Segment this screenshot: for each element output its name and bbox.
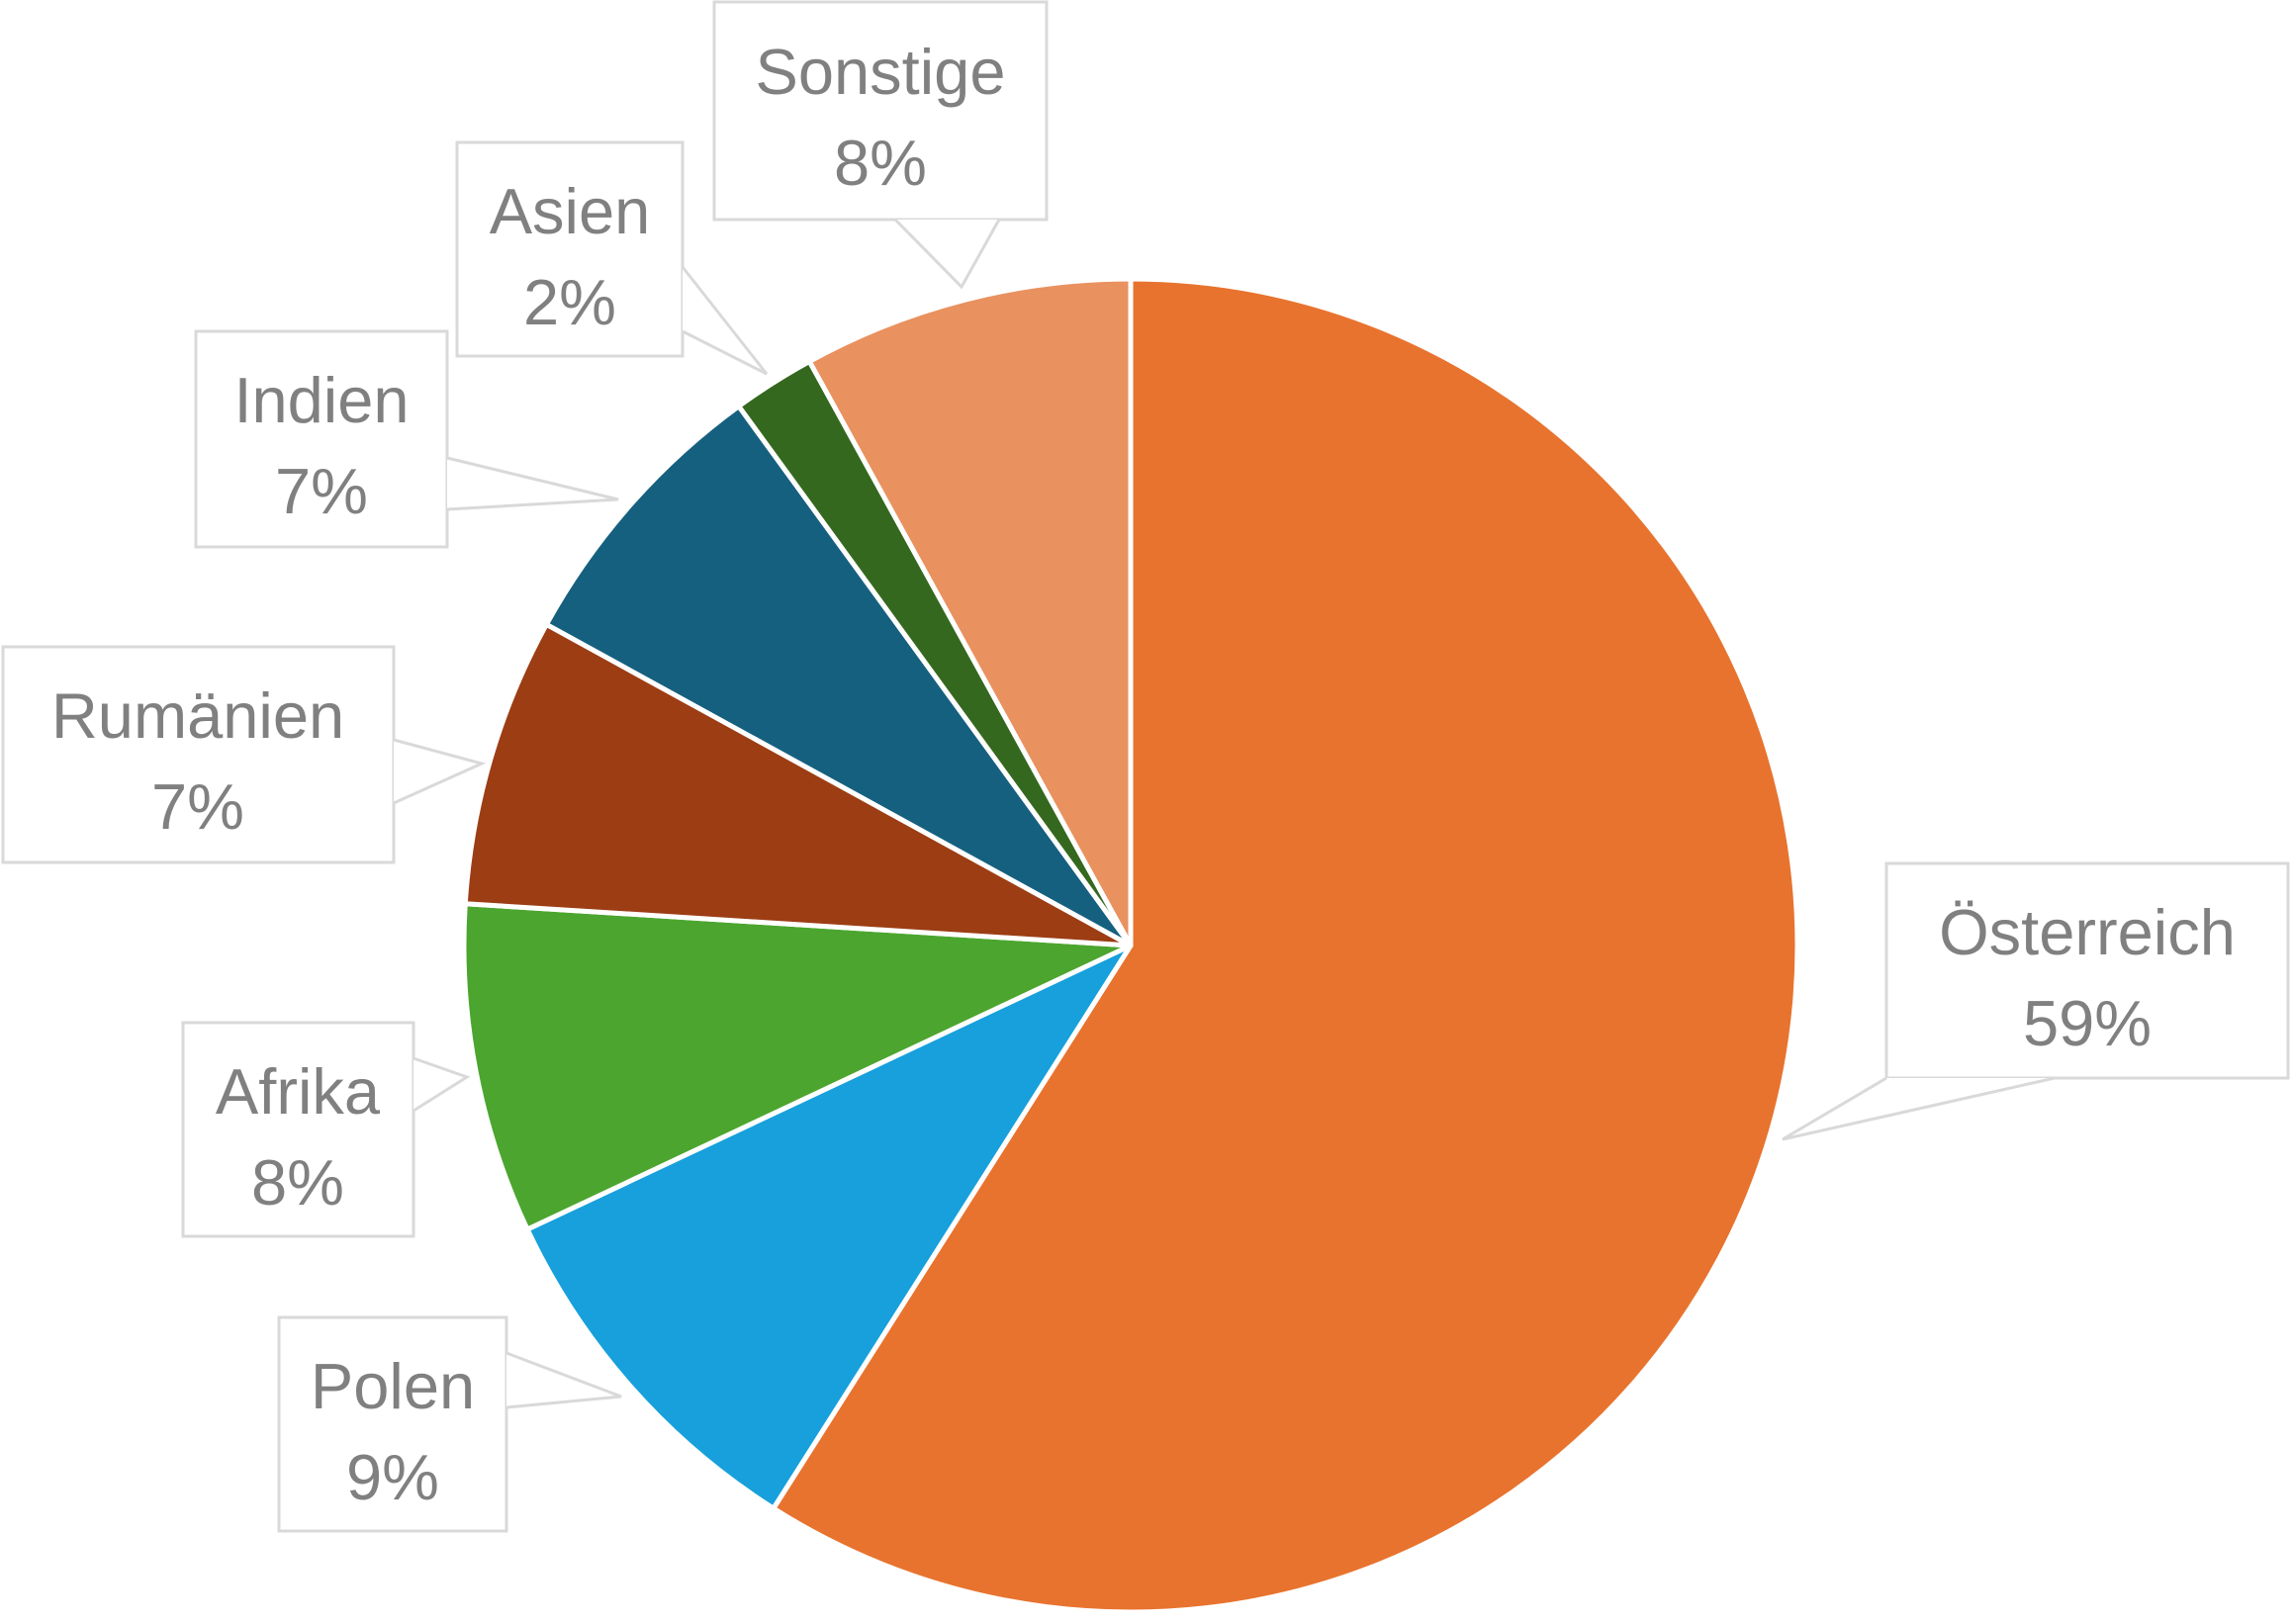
- callout-label-asien: Asien: [490, 175, 651, 247]
- callout-tail-indien: [446, 456, 619, 511]
- callout-sonstige: Sonstige 8%: [712, 0, 1049, 290]
- callout-box-oesterreich: [1884, 861, 2290, 1080]
- callout-pct-afrika: 8%: [251, 1146, 344, 1218]
- callout-afrika: Afrika 8%: [181, 1021, 471, 1238]
- callout-asien: Asien 2%: [455, 140, 769, 376]
- callout-tail-afrika: [413, 1056, 471, 1113]
- callout-tail-sonstige: [893, 218, 1001, 290]
- callout-box-polen: [277, 1315, 508, 1533]
- callout-box-sonstige: [712, 0, 1049, 222]
- pie-slices: [461, 276, 1800, 1615]
- callout-pct-oesterreich: 59%: [2023, 987, 2152, 1059]
- callout-label-rumaenien: Rumänien: [51, 679, 344, 752]
- callout-pct-indien: 7%: [275, 455, 368, 527]
- pie-slice-oesterreich: [771, 276, 1800, 1615]
- pie-slice-sonstige: [806, 276, 1134, 948]
- pie-slice-afrika: [461, 901, 1134, 1232]
- callout-tail-asien: [681, 266, 769, 376]
- callout-box-asien: [455, 140, 685, 358]
- callout-label-polen: Polen: [311, 1350, 475, 1422]
- callout-rumaenien: Rumänien 7%: [1, 645, 487, 864]
- callout-box-rumaenien: [1, 645, 396, 864]
- callout-label-sonstige: Sonstige: [756, 36, 1006, 108]
- callout-label-afrika: Afrika: [216, 1055, 381, 1128]
- callout-pct-asien: 2%: [523, 266, 616, 338]
- callout-pct-rumaenien: 7%: [151, 770, 244, 843]
- callout-label-oesterreich: Österreich: [1939, 896, 2236, 968]
- callout-tail-polen: [505, 1351, 622, 1409]
- callout-oesterreich: Österreich 59%: [1782, 861, 2290, 1141]
- callout-label-indien: Indien: [233, 364, 409, 436]
- pie-slice-polen: [524, 943, 1134, 1511]
- callout-pct-polen: 9%: [346, 1441, 439, 1513]
- callout-box-afrika: [181, 1021, 415, 1238]
- pie-slice-rumaenien: [462, 621, 1134, 948]
- callout-tail-oesterreich: [1782, 1076, 2056, 1141]
- callout-tail-rumaenien: [393, 738, 487, 805]
- callout-box-indien: [194, 329, 449, 549]
- callout-pct-sonstige: 8%: [834, 127, 927, 199]
- pie-slice-indien: [543, 404, 1134, 948]
- callout-indien: Indien 7%: [194, 329, 619, 549]
- callout-polen: Polen 9%: [277, 1315, 622, 1533]
